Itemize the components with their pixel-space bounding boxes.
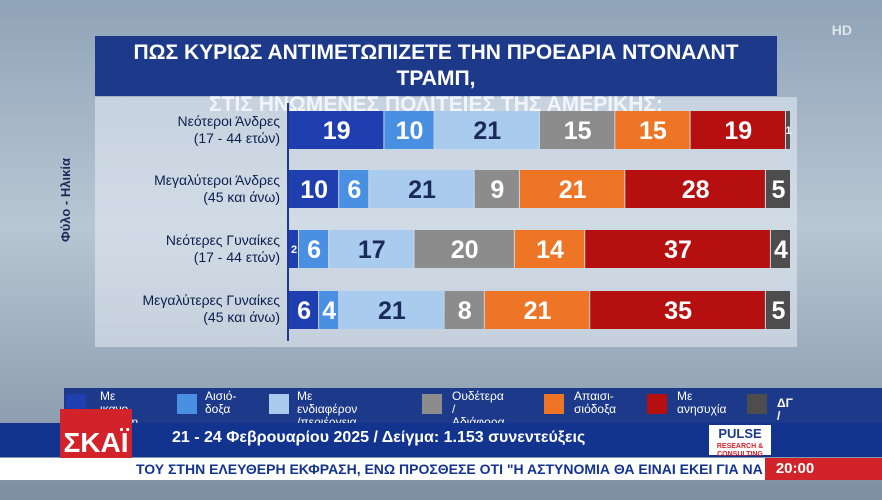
legend-swatch <box>422 394 442 414</box>
legend-swatch <box>177 394 197 414</box>
bar-label-r2-s0: 2 <box>291 244 297 256</box>
bar-segment-r1-s4 <box>519 170 625 208</box>
bar-label-r3-s3: 8 <box>458 297 472 325</box>
row-label-young-women: Νεότερες Γυναίκες (17 - 44 ετών) <box>95 232 280 266</box>
bar-segment-r0-s5 <box>690 111 785 149</box>
bar-label-r1-s3: 9 <box>490 176 504 204</box>
bar-label-r2-s5: 37 <box>664 236 692 264</box>
bar-label-r2-s4: 14 <box>536 236 564 264</box>
legend-text-line1: Με <box>677 389 693 403</box>
row-label-older-men: Μεγαλύτεροι Άνδρες (45 και άνω) <box>95 172 280 206</box>
ticker-text: ΤΟΥ ΣΤΗΝ ΕΛΕΥΘΕΡΗ ΕΚΦΡΑΣΗ, ΕΝΩ ΠΡΟΣΘΕΣΕ … <box>136 461 765 477</box>
legend-swatch <box>269 394 289 414</box>
bar-label-r0-s5: 19 <box>724 117 752 145</box>
bar-segment-r0-s4 <box>615 111 690 149</box>
bar-segment-r1-s6 <box>765 170 790 208</box>
bar-segment-r3-s0 <box>289 291 319 329</box>
bar-label-r3-s0: 6 <box>297 297 311 325</box>
bar-label-r3-s5: 35 <box>664 297 692 325</box>
bar-label-r1-s2: 21 <box>408 176 436 204</box>
legend-text-line1: Ουδέτερα <box>452 389 504 403</box>
title-line-1: ΠΩΣ ΚΥΡΙΩΣ ΑΝΤΙΜΕΤΩΠΙΖΕΤΕ ΤΗΝ ΠΡΟΕΔΡΙΑ Ν… <box>133 41 739 90</box>
bar-label-r0-s3: 15 <box>564 117 592 145</box>
bar-segment-r1-s0 <box>289 170 339 208</box>
legend: Με ικανο- ποίηση Αισιό- δοξα Με ενδιαφέρ… <box>64 388 882 436</box>
clock: 20:00 <box>765 458 825 480</box>
clock-bar-extension <box>825 458 882 480</box>
bar-segment-r0-s3 <box>540 111 615 149</box>
bar-label-r1-s5: 28 <box>682 176 710 204</box>
row-label-older-women: Μεγαλύτερες Γυναίκες (45 και άνω) <box>95 292 281 326</box>
pulse-logo: PULSE RESEARCH & CONSULTING <box>709 425 771 458</box>
legend-text: Με ανησυχία <box>677 390 726 416</box>
bar-segment-r0-s0 <box>289 111 384 149</box>
channel-logo: ΣΚΑΪ <box>60 409 132 477</box>
category-axis-line <box>287 103 289 341</box>
bar-label-r3-s2: 21 <box>378 297 406 325</box>
bar-segment-r3-s4 <box>484 291 590 329</box>
bar-segment-r2-s3 <box>414 230 514 268</box>
legend-swatch <box>747 394 767 414</box>
bar-segment-r2-s1 <box>299 230 329 268</box>
pulse-logo-sub: RESEARCH & CONSULTING <box>716 443 764 458</box>
bar-segment-r3-s3 <box>444 291 484 329</box>
bar-label-r1-s4: 21 <box>559 176 587 204</box>
legend-text: Αισιό- δοξα <box>205 390 236 416</box>
bar-label-r1-s1: 6 <box>347 176 361 204</box>
bar-label-r2-s1: 6 <box>307 236 321 264</box>
bar-segment-r1-s3 <box>474 170 519 208</box>
row-label-line2: (45 και άνω) <box>203 309 280 325</box>
legend-swatch <box>544 394 564 414</box>
bar-segment-r3-s2 <box>339 291 444 329</box>
bar-label-r3-s6: 5 <box>772 297 786 325</box>
news-ticker: ΤΟΥ ΣΤΗΝ ΕΛΕΥΘΕΡΗ ΕΚΦΡΑΣΗ, ΕΝΩ ΠΡΟΣΘΕΣΕ … <box>0 458 765 480</box>
bar-segment-r2-s0 <box>289 230 298 268</box>
bar-segment-r0-s6 <box>786 111 790 149</box>
bar-label-r0-s4: 15 <box>639 117 667 145</box>
bar-label-r0-s6: 1 <box>785 125 791 137</box>
bar-label-r2-s6: 4 <box>774 236 788 264</box>
bar-label-r2-s2: 17 <box>358 236 386 264</box>
row-label-line1: Μεγαλύτερες Γυναίκες <box>142 292 281 308</box>
bar-segment-r1-s5 <box>625 170 765 208</box>
row-label-line2: (45 και άνω) <box>203 189 280 205</box>
row-label-line2: (17 - 44 ετών) <box>193 249 280 265</box>
row-label-line1: Νεότερες Γυναίκες <box>165 232 280 248</box>
bar-segment-r3-s5 <box>590 291 765 329</box>
bar-label-r0-s1: 10 <box>396 117 424 145</box>
legend-text-line2: ανησυχία <box>677 402 727 416</box>
bar-label-r1-s0: 10 <box>300 176 328 204</box>
bar-segment-r0-s1 <box>384 111 434 149</box>
bar-segment-r3-s1 <box>319 291 339 329</box>
bar-segment-r2-s4 <box>514 230 585 268</box>
legend-swatch <box>647 394 667 414</box>
legend-text-line1: Απαισι- <box>574 389 614 403</box>
bar-segment-r1-s1 <box>339 170 369 208</box>
bar-segment-r2-s6 <box>770 230 790 268</box>
bar-label-r2-s3: 20 <box>451 236 479 264</box>
row-label-line1: Μεγαλύτεροι Άνδρες <box>154 172 280 188</box>
bar-label-r0-s0: 19 <box>323 117 351 145</box>
row-label-line2: (17 - 44 ετών) <box>193 130 280 146</box>
bar-segment-r3-s6 <box>765 291 790 329</box>
bar-label-r3-s1: 4 <box>322 297 336 325</box>
survey-info: 21 - 24 Φεβρουαρίου 2025 / Δείγμα: 1.153… <box>172 429 586 446</box>
bar-label-r0-s2: 21 <box>473 117 501 145</box>
bar-label-r1-s6: 5 <box>771 176 785 204</box>
row-label-young-men: Νεότεροι Άνδρες (17 - 44 ετών) <box>95 113 280 147</box>
bar-segment-r2-s5 <box>585 230 770 268</box>
legend-text-line2: σιόδοξα <box>574 402 617 416</box>
legend-text-line1: Αισιό- <box>205 389 237 403</box>
hd-badge: HD <box>831 22 852 38</box>
bar-label-r3-s4: 21 <box>524 297 552 325</box>
legend-text: Απαισι- σιόδοξα <box>574 390 616 416</box>
row-label-line1: Νεότεροι Άνδρες <box>177 113 280 129</box>
bar-segment-r0-s2 <box>434 111 539 149</box>
pulse-logo-text: PULSE <box>718 426 762 441</box>
legend-text-line2: δοξα <box>205 402 231 416</box>
bar-segment-r2-s2 <box>329 230 414 268</box>
legend-text-line1: Με ενδιαφέρον <box>297 389 358 416</box>
bar-segment-r1-s2 <box>369 170 474 208</box>
